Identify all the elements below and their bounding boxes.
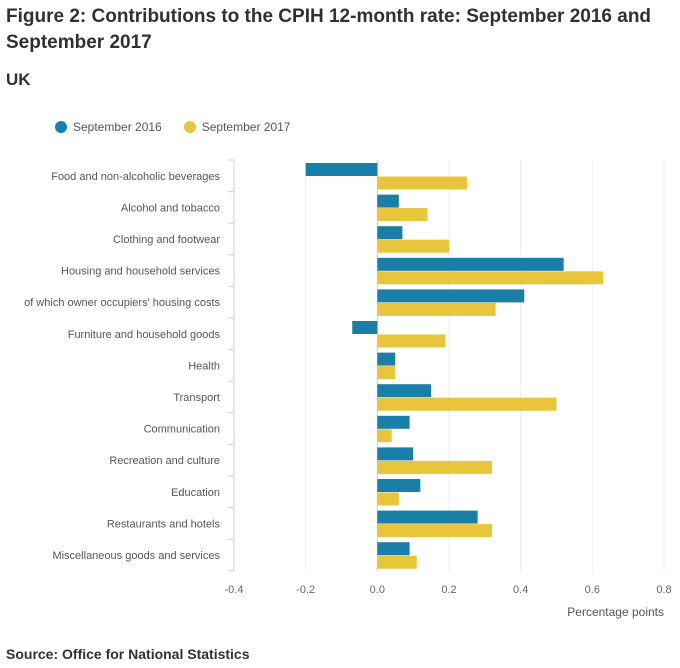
bar-september-2017[interactable] <box>377 429 392 443</box>
bar-september-2016[interactable] <box>377 384 432 398</box>
bar-september-2017[interactable] <box>377 334 446 348</box>
category-label: Communication <box>144 424 220 436</box>
x-tick-label: -0.2 <box>296 584 315 596</box>
category-label: Miscellaneous goods and services <box>52 550 220 562</box>
category-label: Restaurants and hotels <box>107 518 221 530</box>
bar-september-2016[interactable] <box>377 415 410 429</box>
bar-september-2016[interactable] <box>377 352 396 366</box>
source-note: Source: Office for National Statistics <box>6 646 250 662</box>
bar-september-2017[interactable] <box>377 302 496 316</box>
bar-september-2017[interactable] <box>377 460 492 474</box>
bar-september-2017[interactable] <box>377 271 604 285</box>
bar-september-2017[interactable] <box>377 208 428 222</box>
bar-september-2017[interactable] <box>377 397 557 411</box>
chart-title: Figure 2: Contributions to the CPIH 12-m… <box>6 6 652 53</box>
legend-swatch-september-2017 <box>183 121 196 133</box>
category-label: Clothing and footwear <box>113 234 220 246</box>
bar-september-2016[interactable] <box>377 194 399 208</box>
chart-subtitle: UK <box>6 70 31 89</box>
category-label: Alcohol and tobacco <box>121 202 220 214</box>
bar-september-2016[interactable] <box>377 479 421 492</box>
bar-chart: -0.4 -0.2 0.0 0.2 0.4 0.6 0.8 Food and non-alco… <box>24 159 672 619</box>
bar-september-2017[interactable] <box>377 524 492 538</box>
category-label: Housing and household services <box>61 266 220 278</box>
bar-september-2017[interactable] <box>377 239 449 253</box>
legend-label-september-2016: September 2016 <box>73 120 162 134</box>
bar-september-2016[interactable] <box>377 447 414 461</box>
bar-september-2017[interactable] <box>377 555 417 569</box>
bar-september-2017[interactable] <box>377 492 399 506</box>
x-tick-label: 0.0 <box>370 584 385 596</box>
x-tick-label: 0.8 <box>656 584 671 596</box>
category-label: Recreation and culture <box>109 455 220 467</box>
category-label: Health <box>188 360 220 372</box>
x-tick-label: 0.6 <box>585 584 600 596</box>
bar-september-2016[interactable] <box>377 289 525 303</box>
bar-september-2016[interactable] <box>305 163 378 176</box>
bar-september-2016[interactable] <box>377 257 564 271</box>
bar-september-2016[interactable] <box>377 542 410 556</box>
bar-september-2016[interactable] <box>352 321 378 334</box>
legend-label-september-2017: September 2017 <box>201 120 291 134</box>
x-tick-label: 0.2 <box>441 584 456 596</box>
category-label: Education <box>171 487 220 499</box>
category-label: Food and non-alcoholic beverages <box>51 171 220 183</box>
x-tick-label: -0.4 <box>225 584 244 596</box>
bar-september-2017[interactable] <box>377 366 396 380</box>
category-label: Transport <box>173 392 220 404</box>
bar-september-2016[interactable] <box>377 510 478 524</box>
legend-swatch-september-2016 <box>55 121 67 133</box>
bar-september-2017[interactable] <box>377 176 467 190</box>
legend-item-september-2016[interactable]: September 2016 <box>55 120 162 134</box>
bar-september-2016[interactable] <box>377 226 403 240</box>
x-axis-title: Percentage points <box>567 605 664 619</box>
legend: September 2016 September 2017 <box>55 120 290 134</box>
category-label: of which owner occupiers' housing costs <box>24 297 220 309</box>
x-tick-label: 0.4 <box>513 584 528 596</box>
legend-item-september-2017[interactable]: September 2017 <box>183 120 291 134</box>
category-label: Furniture and household goods <box>68 329 221 341</box>
